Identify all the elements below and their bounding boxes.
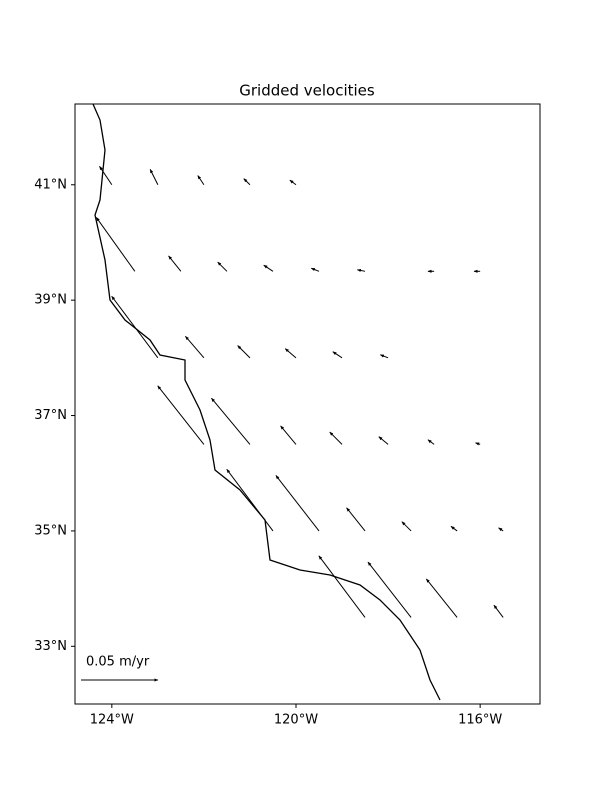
coastline <box>92 103 441 701</box>
velocity-arrow <box>237 345 251 359</box>
marks: 124°W 120°W 116°W 33°N 35°N 37°N 39°N 41°N 0.05 … <box>34 165 504 728</box>
velocity-arrow <box>185 335 205 359</box>
velocity-arrow <box>425 578 458 618</box>
velocity-arrow <box>356 268 366 273</box>
velocity-arrow <box>332 351 343 359</box>
velocity-arrow <box>157 385 205 445</box>
velocity-arrow <box>427 439 435 445</box>
velocity-arrow <box>310 267 320 272</box>
velocity-arrow <box>280 425 297 445</box>
velocity-arrow <box>99 165 113 186</box>
y-tick-label: 37°N <box>34 408 67 423</box>
velocity-arrow <box>289 179 297 186</box>
velocity-arrow <box>226 469 274 532</box>
velocity-arrow <box>149 169 159 185</box>
velocity-arrow <box>475 442 481 446</box>
velocity-arrow <box>329 431 343 445</box>
velocity-arrow <box>243 178 251 186</box>
velocity-arrow <box>111 295 159 359</box>
x-tick-label: 124°W <box>90 713 134 728</box>
velocity-arrow <box>493 604 504 618</box>
velocity-arrow <box>197 175 205 186</box>
velocity-arrow <box>401 521 412 532</box>
velocity-arrow <box>367 561 412 618</box>
velocity-arrow <box>318 555 366 618</box>
velocity-arrow <box>263 264 274 272</box>
velocity-arrow <box>168 255 182 272</box>
y-tick-label: 35°N <box>34 523 67 538</box>
map-frame <box>74 103 541 705</box>
velocity-arrow <box>95 217 136 272</box>
velocity-arrow <box>275 475 320 532</box>
y-tick-label: 39°N <box>34 293 67 308</box>
velocity-arrow <box>450 525 458 532</box>
key-label: 0.05 m/yr <box>86 655 150 670</box>
velocity-arrow <box>498 527 504 532</box>
x-tick-label: 120°W <box>274 713 318 728</box>
x-tick-label: 116°W <box>458 713 502 728</box>
velocity-arrow <box>378 436 389 445</box>
y-tick-label: 41°N <box>34 177 67 192</box>
velocity-arrow <box>284 348 297 359</box>
map-title: Gridded velocities <box>239 82 375 100</box>
velocity-arrow <box>217 261 228 272</box>
velocity-arrow <box>379 354 389 359</box>
velocity-arrow <box>346 507 366 532</box>
y-tick-label: 33°N <box>34 639 67 654</box>
velocity-arrow <box>211 397 251 445</box>
